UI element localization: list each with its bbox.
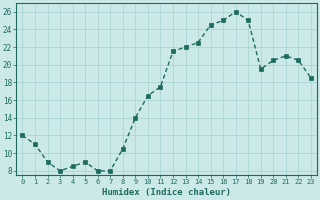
X-axis label: Humidex (Indice chaleur): Humidex (Indice chaleur) xyxy=(102,188,231,197)
